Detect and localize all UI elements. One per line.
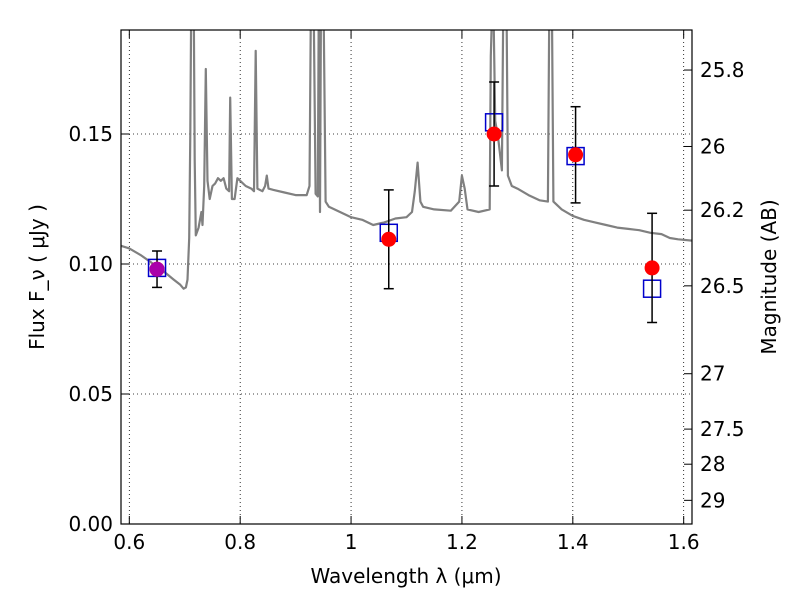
observed-point — [644, 260, 660, 276]
y-tick-label: 0.15 — [68, 122, 113, 146]
series-layer — [121, 30, 692, 324]
right-tick-label: 26.2 — [700, 198, 745, 222]
x-tick-label: 1.4 — [557, 530, 589, 554]
axes: 0.6 0.8 1 1.2 1.4 1.6 0.00 0.05 0.10 0.15 25.8 26 26… — [68, 30, 745, 554]
x-tick-label: 0.8 — [224, 530, 256, 554]
overlap-point — [149, 261, 165, 277]
right-axis-label: Magnitude (AB) — [757, 199, 781, 354]
right-tick-label: 27.5 — [700, 417, 745, 441]
y-tick-label: 0.05 — [68, 382, 113, 406]
right-tick-label: 26.5 — [700, 274, 745, 298]
x-tick-label: 1.6 — [668, 530, 700, 554]
x-axis-label: Wavelength λ (μm) — [310, 564, 501, 588]
y-axis-label: Flux F_ν ( μJy ) — [25, 204, 49, 350]
right-tick-label: 29 — [700, 488, 725, 512]
observed-point — [568, 147, 584, 163]
observed-point — [486, 126, 502, 142]
x-tick-label: 0.6 — [113, 530, 145, 554]
plot-area — [121, 30, 692, 524]
right-tick-label: 25.8 — [700, 58, 745, 82]
x-tick-label: 1 — [345, 530, 358, 554]
x-tick-label: 1.2 — [446, 530, 478, 554]
right-tick-label: 26 — [700, 134, 725, 158]
model-spectrum-line — [121, 30, 692, 290]
plot-frame — [120, 29, 693, 525]
right-tick-label: 27 — [700, 362, 725, 386]
right-tick-label: 28 — [700, 452, 725, 476]
observed-point — [381, 231, 397, 247]
y-tick-label: 0.10 — [68, 252, 113, 276]
y-tick-label: 0.00 — [68, 512, 113, 536]
